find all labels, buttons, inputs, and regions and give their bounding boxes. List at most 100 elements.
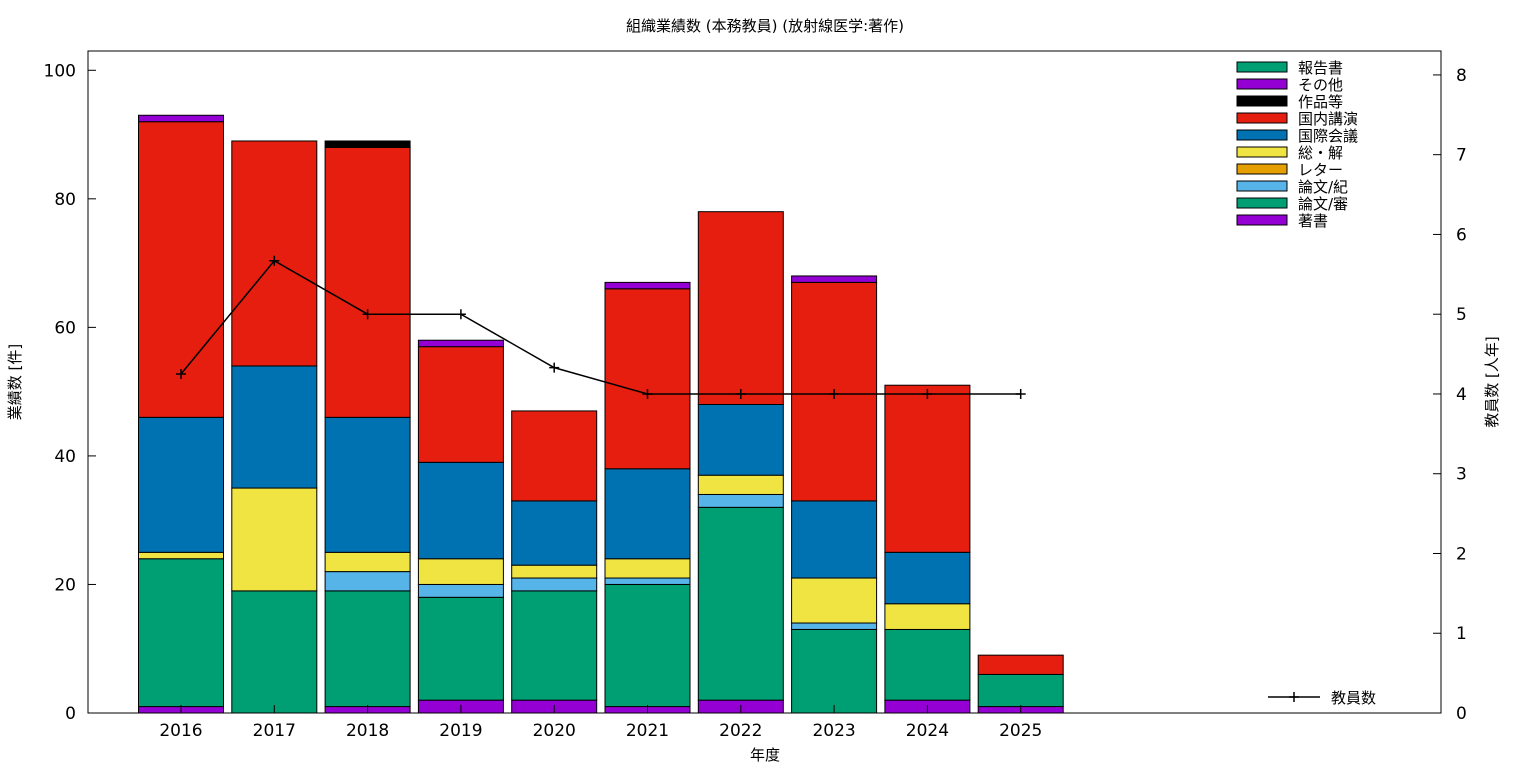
y-axis-label: 業績数 [件] (6, 344, 24, 420)
y2-tick-label: 6 (1456, 225, 1467, 245)
chart-title: 組織業績数 (本務教員) (放射線医学:著作) (626, 17, 904, 35)
legend-swatch (1236, 180, 1288, 192)
y-tick-label: 80 (54, 190, 76, 210)
x-axis-label: 年度 (750, 746, 780, 764)
bar-segment-2023-4 (791, 577, 878, 624)
bars-group (138, 114, 1064, 714)
line-point-2021 (642, 388, 653, 399)
x-tick-label: 2019 (439, 721, 482, 741)
bar-segment-2016-5 (138, 416, 224, 553)
y-tick-label: 60 (54, 318, 76, 338)
bar-segment-2022-4 (697, 474, 784, 495)
bar-segment-2024-1 (884, 628, 971, 701)
bar-segment-2023-1 (791, 628, 878, 714)
line-group (176, 255, 1026, 399)
bar-segment-2018-2 (324, 571, 411, 592)
y-tick-label: 100 (44, 61, 76, 81)
y2-axis-label: 教員数 [人年] (1483, 336, 1501, 427)
legend-label: 国際会議 (1298, 127, 1358, 145)
bar-segment-2018-6 (324, 146, 411, 418)
bar-segment-2019-8 (417, 339, 504, 348)
bar-segment-2021-4 (604, 558, 691, 579)
bar-segment-2016-8 (138, 114, 224, 123)
legend-swatch (1236, 129, 1288, 141)
x-tick-label: 2018 (346, 721, 389, 741)
bar-segment-2020-6 (511, 410, 598, 502)
bar-segment-2018-4 (324, 551, 411, 573)
x-tick-label: 2025 (999, 721, 1042, 741)
y-tick-label: 40 (54, 447, 76, 467)
bar-segment-2023-5 (791, 500, 878, 579)
line-legend-marker (1289, 692, 1299, 702)
bar-segment-2020-4 (511, 564, 598, 579)
bar-segment-2017-6 (231, 140, 318, 367)
legend-label: 総・解 (1298, 144, 1343, 162)
y2-tick-label: 8 (1456, 66, 1467, 86)
bar-segment-2018-7 (324, 140, 411, 148)
bar-segment-2022-5 (697, 403, 784, 476)
bar-segment-2018-5 (324, 416, 411, 553)
legend-label: 論文/審 (1298, 195, 1348, 213)
legend-swatch (1236, 61, 1288, 73)
bar-segment-2018-1 (324, 590, 411, 708)
y-tick-label: 20 (54, 575, 76, 595)
legend-label: 国内講演 (1298, 110, 1358, 128)
bar-segment-2021-5 (604, 468, 691, 560)
x-tick-label: 2024 (906, 721, 949, 741)
bar-segment-2024-5 (884, 551, 971, 605)
line-point-2018 (362, 309, 373, 320)
y2-tick-label: 1 (1456, 624, 1467, 644)
legend-swatch (1236, 78, 1288, 90)
y2-tick-label: 2 (1456, 544, 1467, 564)
legend-swatch (1236, 95, 1288, 107)
plot-frame (87, 50, 1442, 714)
bar-segment-2021-2 (604, 577, 691, 585)
y2-tick-label: 5 (1456, 305, 1467, 325)
line-point-2020 (549, 362, 560, 373)
legend-swatch (1236, 112, 1288, 124)
x-tick-label: 2022 (719, 721, 762, 741)
line-point-2025 (1015, 388, 1026, 399)
bar-segment-2025-6 (977, 654, 1064, 675)
legend-swatch (1236, 163, 1288, 175)
legend-label: その他 (1298, 76, 1343, 94)
bar-segment-2019-2 (417, 583, 504, 598)
line-legend-label: 教員数 (1331, 689, 1376, 707)
bar-segment-2022-6 (697, 211, 784, 405)
bar-segment-2019-6 (417, 346, 504, 463)
bar-segment-2021-8 (604, 281, 691, 290)
bar-segment-2019-1 (417, 596, 504, 701)
legend-swatch (1236, 214, 1288, 226)
bar-segment-2019-5 (417, 461, 504, 560)
bar-segment-2022-2 (697, 493, 784, 508)
bar-segment-2023-2 (791, 622, 878, 630)
legend-swatch (1236, 197, 1288, 209)
bar-segment-2023-8 (791, 275, 878, 283)
line-point-2017 (269, 255, 280, 266)
legend-label: 論文/紀 (1298, 178, 1348, 196)
legend-label: 報告書 (1298, 59, 1343, 77)
bar-segment-2024-6 (884, 384, 971, 553)
bar-segment-2017-4 (231, 487, 318, 592)
y2-tick-label: 4 (1456, 385, 1467, 405)
y2-tick-label: 7 (1456, 146, 1467, 166)
bar-segment-2021-1 (604, 583, 691, 708)
axes-group: 0 20 40 60 80 100 0 1 2 3 4 5 6 7 8 2016 2017 2018 2019 202… (44, 61, 1467, 741)
x-tick-label: 2020 (533, 721, 576, 741)
bar-segment-2024-4 (884, 603, 971, 630)
x-tick-label: 2021 (626, 721, 669, 741)
legend-label: レター (1298, 161, 1343, 179)
line-point-2016 (176, 369, 186, 380)
bar-segment-2017-5 (231, 365, 318, 489)
y2-tick-label: 3 (1456, 465, 1467, 485)
legend-label: 作品等 (1298, 93, 1343, 111)
bar-segment-2016-6 (138, 121, 224, 418)
line-legend: 教員数 (1268, 689, 1376, 707)
bar-segment-2017-1 (231, 590, 318, 714)
y-tick-label: 0 (65, 704, 76, 724)
bar-segment-2022-1 (697, 506, 784, 701)
x-tick-label: 2023 (812, 721, 855, 741)
bar-segment-2019-4 (417, 558, 504, 585)
